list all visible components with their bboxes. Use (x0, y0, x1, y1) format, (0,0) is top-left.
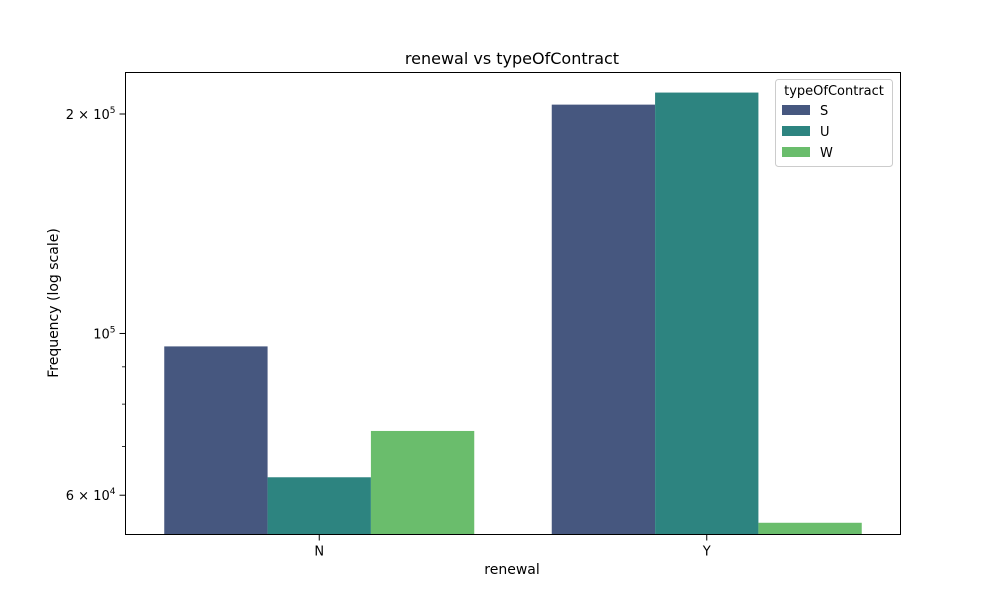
chart-title: renewal vs typeOfContract (405, 49, 619, 68)
y-tick-label: 2 × 105 (66, 106, 116, 123)
bar-n-s (164, 346, 268, 535)
bar-y-u (655, 92, 759, 535)
legend-swatch-w (782, 147, 810, 157)
x-axis-label: renewal (484, 562, 539, 578)
legend: typeOfContract SUW (775, 79, 893, 167)
bar-y-w (758, 522, 862, 535)
bars-group (164, 92, 862, 535)
plot-frame (125, 72, 901, 535)
bar-y-s (551, 104, 656, 535)
x-tick-label: Y (702, 545, 711, 560)
legend-label-u: U (820, 125, 830, 140)
legend-title: typeOfContract (784, 84, 884, 99)
bar-n-u (267, 477, 371, 535)
bar-n-w (370, 430, 475, 535)
legend-swatch-u (782, 126, 810, 136)
y-axis-label: Frequency (log scale) (46, 228, 62, 378)
legend-swatch-s (782, 105, 810, 115)
x-tick-label: N (314, 545, 324, 560)
legend-box (775, 79, 893, 167)
y-tick-label: 6 × 104 (66, 487, 116, 504)
legend-label-w: W (820, 146, 833, 161)
legend-label-s: S (820, 104, 828, 119)
